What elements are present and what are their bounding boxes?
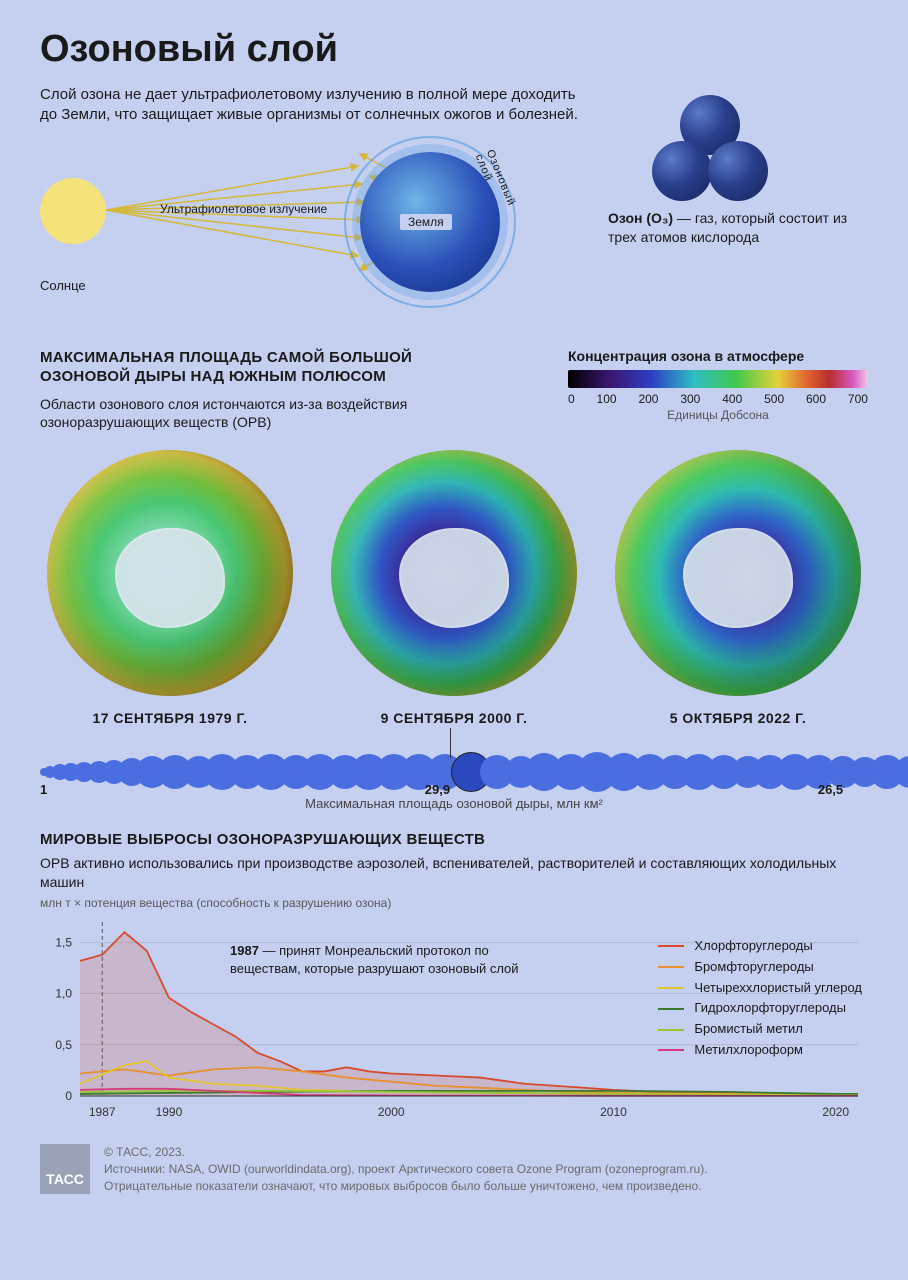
- copyright: © ТАСС, 2023.: [104, 1144, 708, 1161]
- svg-text:0: 0: [65, 1089, 72, 1103]
- ozone-molecule-icon: [608, 95, 868, 205]
- globe-icon: [331, 450, 577, 696]
- svg-text:2020: 2020: [822, 1105, 849, 1119]
- concentration-legend-title: Концентрация озона в атмосфере: [568, 348, 868, 364]
- globe-cell: 9 СЕНТЯБРЯ 2000 Г.: [324, 450, 584, 726]
- hole-size-timeline: 129,926,5: [40, 746, 868, 794]
- svg-text:1987: 1987: [89, 1105, 116, 1119]
- ozone-description: Озон (O₃) — газ, который состоит из трех…: [608, 209, 868, 247]
- globe-date: 17 СЕНТЯБРЯ 1979 Г.: [40, 710, 300, 726]
- tass-logo: ТАСС: [40, 1144, 90, 1194]
- globe-cell: 17 СЕНТЯБРЯ 1979 Г.: [40, 450, 300, 726]
- sources: Источники: NASA, OWID (ourworldindata.or…: [104, 1161, 708, 1178]
- intro-text: Слой озона не дает ультрафиолетовому изл…: [40, 85, 578, 126]
- svg-text:0,5: 0,5: [55, 1038, 72, 1052]
- globe-date: 5 ОКТЯБРЯ 2022 Г.: [608, 710, 868, 726]
- globe-icon: [47, 450, 293, 696]
- emissions-heading: МИРОВЫЕ ВЫБРОСЫ ОЗОНОРАЗРУШАЮЩИХ ВЕЩЕСТВ: [40, 831, 868, 848]
- sun-earth-diagram: Солнце Ультрафиолетовое излучение Земля …: [40, 138, 578, 328]
- emissions-chart: 0 0,5 1,0 1,5 1987 1990 2000 2010 2020 1987 — пр…: [40, 916, 868, 1126]
- footer-note: Отрицательные показатели означают, что м…: [104, 1178, 708, 1195]
- globe-cell: 5 ОКТЯБРЯ 2022 Г.: [608, 450, 868, 726]
- footer: ТАСС © ТАСС, 2023. Источники: NASA, OWID…: [40, 1144, 868, 1194]
- timeline-caption: Максимальная площадь озоновой дыры, млн …: [40, 796, 868, 811]
- legend-row: Метилхлороформ: [658, 1040, 862, 1061]
- sun-label: Солнце: [40, 278, 86, 293]
- svg-text:1,5: 1,5: [55, 936, 72, 950]
- uv-label: Ультрафиолетовое излучение: [160, 202, 327, 216]
- concentration-legend-unit: Единицы Добсона: [568, 408, 868, 422]
- sun-icon: [40, 178, 106, 244]
- globe-date: 9 СЕНТЯБРЯ 2000 Г.: [324, 710, 584, 726]
- svg-text:1990: 1990: [156, 1105, 183, 1119]
- legend-row: Гидрохлорфторуглероды: [658, 998, 862, 1019]
- concentration-legend-bar: [568, 370, 868, 388]
- emissions-unit: млн т × потенция вещества (способность к…: [40, 896, 868, 910]
- legend-row: Бромистый метил: [658, 1019, 862, 1040]
- emissions-legend: ХлорфторуглеродыБромфторуглеродыЧетырехх…: [658, 936, 862, 1061]
- svg-text:2000: 2000: [378, 1105, 405, 1119]
- earth-label: Земля: [400, 214, 452, 230]
- ozone-hole-heading: МАКСИМАЛЬНАЯ ПЛОЩАДЬ САМОЙ БОЛЬШОЙОЗОНОВ…: [40, 348, 538, 387]
- globe-icon: [615, 450, 861, 696]
- legend-row: Хлорфторуглероды: [658, 936, 862, 957]
- concentration-legend-ticks: 0100200300400500600700: [568, 392, 868, 406]
- svg-text:2010: 2010: [600, 1105, 627, 1119]
- legend-row: Бромфторуглероды: [658, 957, 862, 978]
- page-title: Озоновый слой: [40, 28, 868, 71]
- montreal-annotation: 1987 — принят Монреальский протокол по в…: [230, 942, 560, 977]
- svg-text:1,0: 1,0: [55, 987, 72, 1001]
- legend-row: Четыреххлористый углерод: [658, 978, 862, 999]
- emissions-subtext: ОРВ активно использовались при производс…: [40, 854, 868, 892]
- globes-row: 17 СЕНТЯБРЯ 1979 Г. 9 СЕНТЯБРЯ 2000 Г. 5 О…: [40, 450, 868, 726]
- intro-row: Слой озона не дает ультрафиолетовому изл…: [40, 85, 868, 328]
- ozone-hole-subtext: Области озонового слоя истончаются из-за…: [40, 395, 538, 433]
